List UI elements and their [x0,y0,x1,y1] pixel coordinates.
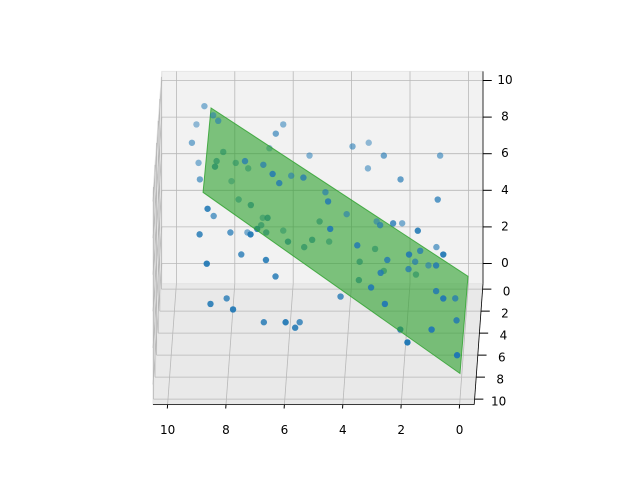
z-tick-label: 6 [501,146,509,160]
x-tick-label: 6 [281,423,289,437]
data-point [354,242,360,248]
data-point [325,198,331,204]
data-point [349,143,355,149]
data-point [292,325,298,331]
data-point [260,162,266,168]
data-point [238,251,244,257]
data-point [306,152,312,158]
data-point [201,103,207,109]
z-tick-label: 8 [501,110,509,124]
x-tick-label: 2 [397,423,405,437]
y-tick-label: 4 [500,329,508,343]
data-point [272,273,278,279]
data-point [381,152,387,158]
data-point [390,220,396,226]
data-point [282,319,288,325]
data-point [337,293,343,299]
data-point [433,288,439,294]
data-point [300,174,306,180]
data-point [204,260,210,266]
data-point [417,248,423,254]
y-tick-label: 2 [501,307,509,321]
data-point [189,140,195,146]
x-tick-label: 0 [456,423,464,437]
data-point [247,231,253,237]
data-point [382,301,388,307]
data-point [366,140,372,146]
data-point [454,352,460,358]
data-point [322,189,328,195]
data-point [280,121,286,127]
y-tick-label: 10 [491,395,506,409]
data-point [193,121,199,127]
y-tick-label: 0 [503,285,511,299]
data-point [263,257,269,263]
data-point [210,112,216,118]
data-point [399,220,405,226]
data-point [215,118,221,124]
y-tick-label: 8 [496,373,504,387]
data-point [276,180,282,186]
data-point [327,226,333,232]
data-point [210,213,216,219]
x-tick-label: 4 [339,423,347,437]
data-point [365,165,371,171]
data-point [425,262,431,268]
data-point [343,211,349,217]
data-point [227,229,233,235]
data-point [404,339,410,345]
data-point [269,171,275,177]
data-point [433,262,439,268]
data-point [261,319,267,325]
data-point [288,173,294,179]
data-point [195,160,201,166]
data-point [437,152,443,158]
z-tick-label: 4 [501,183,509,197]
data-point [196,231,202,237]
data-point [377,222,383,228]
z-tick-label: 2 [501,219,509,233]
data-point [197,176,203,182]
data-point [242,158,248,164]
data-point [435,196,441,202]
data-point [452,295,458,301]
data-point [433,244,439,250]
z-tick-label: 0 [501,256,509,270]
data-point [440,295,446,301]
data-point [406,251,412,257]
data-point [453,317,459,323]
data-point [397,176,403,182]
y-tick-label: 6 [498,351,506,365]
data-point [230,306,236,312]
data-point [204,206,210,212]
data-point [384,257,390,263]
data-point [377,270,383,276]
data-point [273,130,279,136]
data-point [207,301,213,307]
data-point [368,284,374,290]
x-tick-label: 10 [160,423,175,437]
data-point [223,295,229,301]
data-point [296,319,302,325]
data-point [405,266,411,272]
x-tick-label: 8 [222,423,230,437]
data-point [440,251,446,257]
data-point [428,326,434,332]
data-point [415,228,421,234]
z-tick-label: 10 [497,73,512,87]
data-point [412,259,418,265]
